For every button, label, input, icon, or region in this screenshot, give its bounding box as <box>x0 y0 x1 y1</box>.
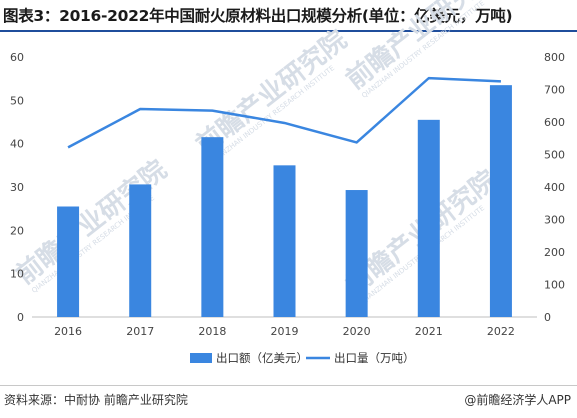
right-y-axis: 0 100 200 300 400 500 600 700 800 <box>544 51 565 324</box>
left-y-tick-label: 30 <box>10 181 24 194</box>
right-y-tick-label: 400 <box>544 181 565 194</box>
brand-mark: @前瞻经济学人APP <box>464 393 571 407</box>
bar-series <box>57 85 512 318</box>
x-tick-label: 2019 <box>271 325 299 338</box>
title-rule <box>0 30 577 32</box>
right-y-tick-label: 500 <box>544 149 565 162</box>
left-y-tick-label: 60 <box>10 51 24 64</box>
chart-title: 图表3：2016-2022年中国耐火原材料出口规模分析(单位：亿美元，万吨) <box>3 7 513 25</box>
bar <box>201 137 224 317</box>
right-y-tick-label: 0 <box>544 311 551 324</box>
left-y-tick-label: 0 <box>17 311 24 324</box>
bar <box>489 85 512 318</box>
footer-rule <box>0 385 577 386</box>
left-y-axis: 0 10 20 30 40 50 60 <box>10 51 24 324</box>
legend-bar-label: 出口额（亿美元） <box>216 351 308 365</box>
left-y-tick-label: 20 <box>10 224 24 237</box>
legend-line-label: 出口量（万吨） <box>334 351 415 365</box>
x-tick-label: 2022 <box>487 325 515 338</box>
left-y-tick-label: 40 <box>10 138 24 151</box>
x-tick-label: 2018 <box>198 325 226 338</box>
bar <box>273 165 296 317</box>
bar <box>129 184 152 317</box>
x-tick-label: 2020 <box>343 325 371 338</box>
watermark: 前瞻产业研究院 QIANZHAN INDUSTRY RESEARCH INSTI… <box>340 0 503 100</box>
right-y-tick-label: 600 <box>544 116 565 129</box>
x-tick-label: 2016 <box>54 325 82 338</box>
legend-bar-swatch <box>190 353 212 363</box>
right-y-tick-label: 800 <box>544 51 565 64</box>
source-note: 资料来源：中耐协 前瞻产业研究院 <box>4 393 188 407</box>
left-y-tick-label: 50 <box>10 94 24 107</box>
bar <box>57 206 80 317</box>
legend: 出口额（亿美元） 出口量（万吨） <box>190 351 415 365</box>
combo-chart: 前瞻产业研究院 QIANZHAN INDUSTRY RESEARCH INSTI… <box>10 0 565 365</box>
right-y-tick-label: 100 <box>544 279 565 292</box>
bar <box>345 190 368 317</box>
line-series <box>67 76 501 149</box>
x-tick-label: 2021 <box>415 325 443 338</box>
bar <box>417 119 440 317</box>
x-axis-labels: 2016 2017 2018 2019 2020 2021 2022 <box>54 325 515 338</box>
right-y-tick-label: 200 <box>544 246 565 259</box>
right-y-tick-label: 300 <box>544 214 565 227</box>
watermark: 前瞻产业研究院 QIANZHAN INDUSTRY RESEARCH INSTI… <box>10 154 173 295</box>
x-tick-label: 2017 <box>126 325 154 338</box>
left-y-tick-label: 10 <box>10 268 24 281</box>
right-y-tick-label: 700 <box>544 84 565 97</box>
